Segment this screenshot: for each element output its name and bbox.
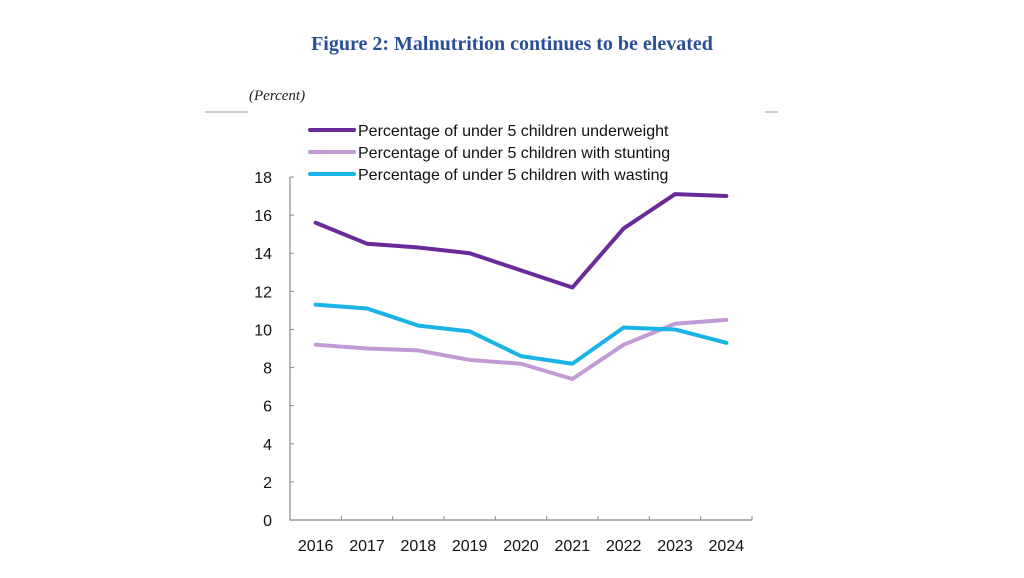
x-tick-label: 2016 — [298, 538, 334, 555]
x-tick-label: 2021 — [555, 538, 591, 555]
legend-label: Percentage of under 5 children underweig… — [358, 123, 669, 140]
x-tick-label: 2024 — [709, 538, 745, 555]
x-tick-label: 2022 — [606, 538, 642, 555]
legend-label: Percentage of under 5 children with wast… — [358, 167, 668, 184]
y-tick-label: 0 — [263, 513, 272, 530]
x-tick-label: 2017 — [349, 538, 385, 555]
chart-title: Figure 2: Malnutrition continues to be e… — [311, 33, 713, 55]
y-tick-label: 4 — [263, 437, 272, 454]
y-tick-label: 2 — [263, 475, 272, 492]
y-axis-unit-label: (Percent) — [249, 88, 306, 104]
x-tick-label: 2018 — [401, 538, 437, 555]
y-tick-label: 8 — [263, 361, 272, 378]
y-tick-label: 18 — [254, 170, 272, 187]
series-line-0 — [313, 192, 729, 290]
y-tick-label: 16 — [254, 208, 272, 225]
series-line-2 — [313, 302, 729, 366]
x-tick-label: 2023 — [657, 538, 693, 555]
legend-label: Percentage of under 5 children with stun… — [358, 145, 670, 162]
y-tick-label: 12 — [254, 284, 272, 301]
y-tick-label: 14 — [254, 246, 272, 263]
y-tick-label: 10 — [254, 322, 272, 339]
x-tick-label: 2019 — [452, 538, 488, 555]
y-tick-label: 6 — [263, 399, 272, 416]
x-tick-label: 2020 — [503, 538, 539, 555]
